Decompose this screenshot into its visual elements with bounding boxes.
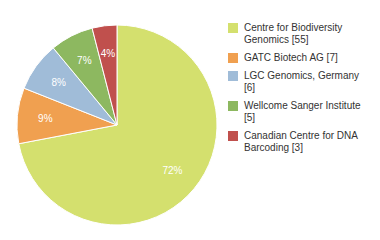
svg-text:9%: 9% — [38, 113, 53, 124]
html-text:Genomics [55]: Genomics [55] — [244, 34, 309, 45]
svg-text:72%: 72% — [162, 165, 182, 176]
html-text:Barcoding [3]: Barcoding [3] — [244, 142, 303, 153]
html-text:Centre for Biodiversity: Centre for Biodiversity — [244, 22, 343, 33]
svg-text:4%: 4% — [101, 48, 116, 59]
svg-text:7%: 7% — [77, 55, 92, 66]
html-text:LGC Genomics, Germany [6]: LGC Genomics, Germany [6] — [244, 70, 359, 93]
html-text:Wellcome Sanger Institute [5]: Wellcome Sanger Institute [5] — [244, 100, 361, 123]
svg-text:8%: 8% — [52, 77, 67, 88]
html-text:Canadian Centre for DNA: Canadian Centre for DNA — [244, 130, 358, 141]
html-text:GATC Biotech AG [7]: GATC Biotech AG [7] — [244, 52, 338, 63]
